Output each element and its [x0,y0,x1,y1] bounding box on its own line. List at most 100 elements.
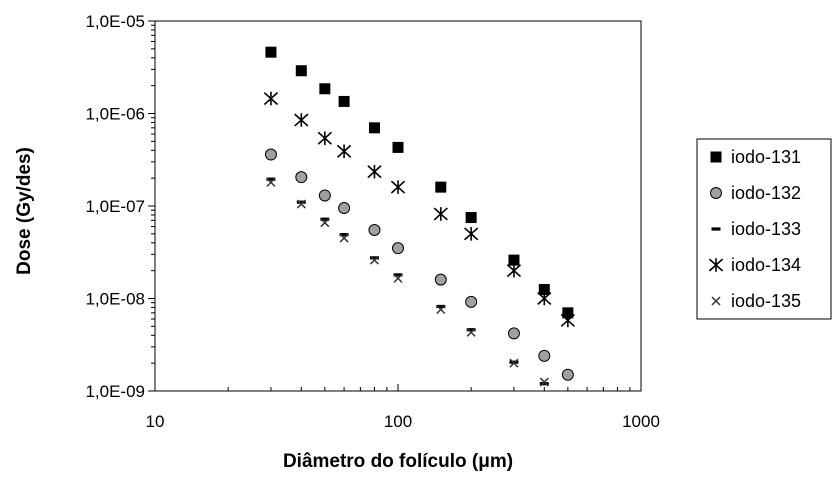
data-point-iodo-131 [508,254,520,266]
asterisk-stroke [537,291,552,306]
asterisk-stroke [560,313,575,327]
data-point-iodo-132 [507,327,520,340]
x-stroke [711,296,721,306]
x-stroke [393,273,403,283]
legend-item: iodo-132 [710,183,801,203]
data-point-iodo-132 [465,295,478,308]
x-stroke [339,233,349,243]
asterisk-stroke [294,113,309,127]
x-stroke [436,304,446,315]
asterisk-stroke [390,180,406,194]
legend-marker [710,187,722,199]
data-point-iodo-131 [368,122,380,134]
asterisk-stroke [336,144,352,158]
series-iodo-134 [263,91,575,328]
x-stroke [509,358,519,368]
series-iodo-133 [266,177,549,386]
data-point-iodo-131 [295,65,307,77]
x-stroke [466,327,476,337]
data-point-iodo-135 [466,327,476,337]
data-point-iodo-131 [319,83,331,95]
data-point-iodo-135 [369,255,379,265]
data-point-iodo-132 [538,349,551,362]
legend-item: iodo-135 [711,291,801,311]
data-point-iodo-135 [509,358,519,368]
y-tick-label: 1,0E-05 [85,12,145,31]
x-axis: 10 100 1000 [146,384,660,431]
asterisk-stroke [464,227,479,241]
y-tick-label: 1,0E-07 [85,197,145,216]
legend: iodo-131 iodo-132 iodo-133 iodo-134 iodo-135 [696,138,832,320]
legend-label: iodo-131 [731,147,801,167]
legend-item: iodo-133 [711,219,801,239]
asterisk-stroke [506,264,522,278]
data-point-iodo-132 [561,368,574,381]
legend-marker [711,227,721,231]
x-tick-label: 1000 [622,412,660,431]
data-point-iodo-133 [369,256,379,260]
data-point-iodo-134 [263,91,279,106]
asterisk-stroke [263,92,279,106]
plot-border [154,20,642,392]
data-point-iodo-134 [560,313,575,328]
data-point-iodo-134 [390,180,406,194]
data-point-iodo-135 [393,273,403,283]
x-axis-title: Diâmetro do folículo (μm) [283,451,513,472]
data-point-iodo-132 [434,273,447,286]
legend-label: iodo-133 [731,219,801,239]
series-iodo-131 [265,46,574,319]
data-point-iodo-134 [294,113,309,127]
data-point-iodo-134 [464,227,479,241]
data-point-iodo-131 [392,141,404,153]
x-stroke [296,199,306,209]
legend-item: iodo-134 [708,255,801,275]
x-stroke [320,218,330,228]
data-point-iodo-133 [539,382,549,386]
data-point-iodo-135 [296,199,306,209]
series-iodo-135 [266,177,549,387]
data-point-iodo-133 [320,217,330,221]
data-point-iodo-131 [562,307,574,319]
data-point-iodo-135 [266,177,276,187]
data-point-iodo-133 [296,200,306,204]
data-point-iodo-132 [368,224,381,237]
asterisk-stroke [367,165,382,179]
data-point-iodo-134 [433,207,448,221]
data-point-iodo-132 [318,189,331,202]
data-point-iodo-132 [264,148,277,161]
data-point-iodo-133 [393,273,403,277]
asterisk-stroke [317,131,332,145]
plot-area [154,20,642,392]
legend-item: iodo-131 [710,147,801,167]
data-point-iodo-131 [338,95,350,107]
y-tick-label: 1,0E-08 [85,290,145,309]
data-point-iodo-132 [338,202,351,215]
data-point-iodo-134 [367,164,382,179]
data-points [263,46,575,387]
x-stroke [539,377,549,387]
asterisk-stroke [708,258,724,272]
y-axis: 1,0E-09 1,0E-08 1,0E-07 1,0E-06 1,0E-05 [85,12,155,401]
data-point-iodo-133 [266,177,276,181]
y-axis-title: Dose (Gy/des) [14,147,35,275]
data-point-iodo-135 [539,377,549,387]
legend-marker [710,151,722,163]
legend-marker [708,258,724,272]
y-tick-label: 1,0E-09 [85,382,145,401]
data-point-iodo-133 [339,233,349,237]
x-stroke [369,255,379,265]
legend-label: iodo-132 [731,183,801,203]
data-point-iodo-134 [506,263,522,278]
data-point-iodo-131 [265,46,277,58]
data-point-iodo-132 [295,171,308,184]
legend-marker [711,296,721,306]
series-iodo-132 [264,148,574,381]
data-point-iodo-135 [320,218,330,228]
data-point-iodo-133 [436,304,446,309]
data-point-iodo-131 [465,212,477,224]
data-point-iodo-135 [436,304,446,315]
legend-label: iodo-134 [731,255,801,275]
data-point-iodo-134 [336,144,352,159]
x-tick-label: 10 [146,412,165,431]
